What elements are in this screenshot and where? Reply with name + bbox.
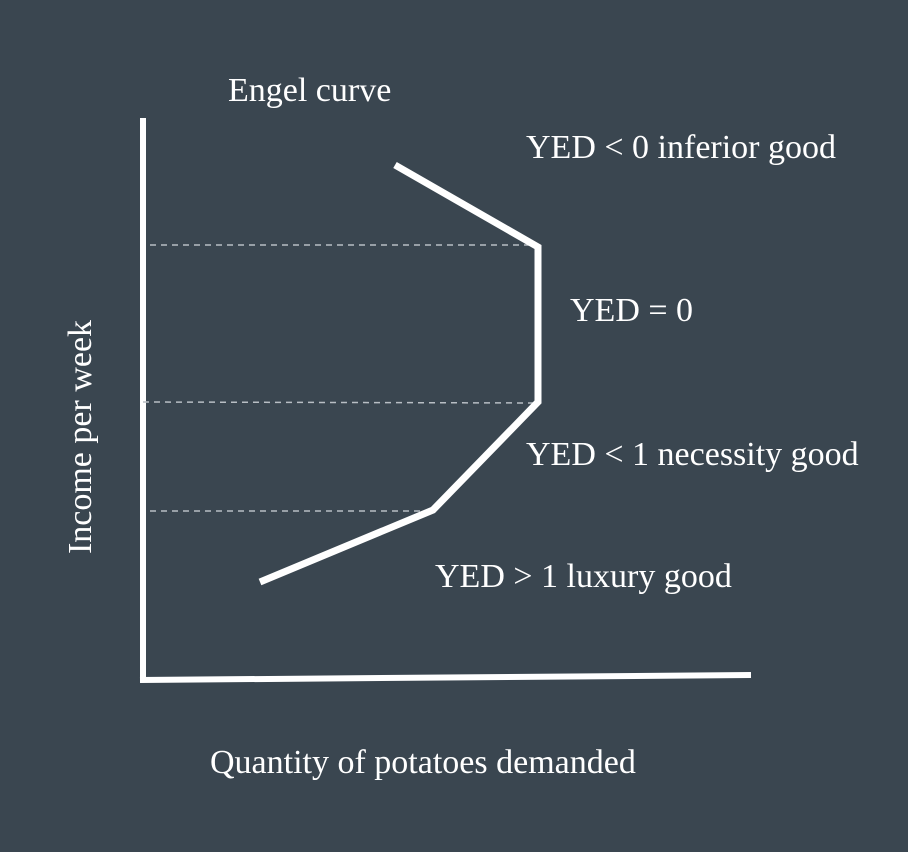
guide-lines [142,244,539,512]
x-axis [139,672,752,683]
engel-curve [258,161,542,586]
y-axis-label: Income per week [62,320,99,554]
region-label: YED = 0 [570,292,693,329]
region-label: YED < 1 necessity good [526,436,859,473]
diagram-title: Engel curve [228,72,391,109]
region-label: YED < 0 inferior good [526,129,836,166]
region-label: YED > 1 luxury good [435,558,732,595]
x-axis-label: Quantity of potatoes demanded [210,744,636,781]
